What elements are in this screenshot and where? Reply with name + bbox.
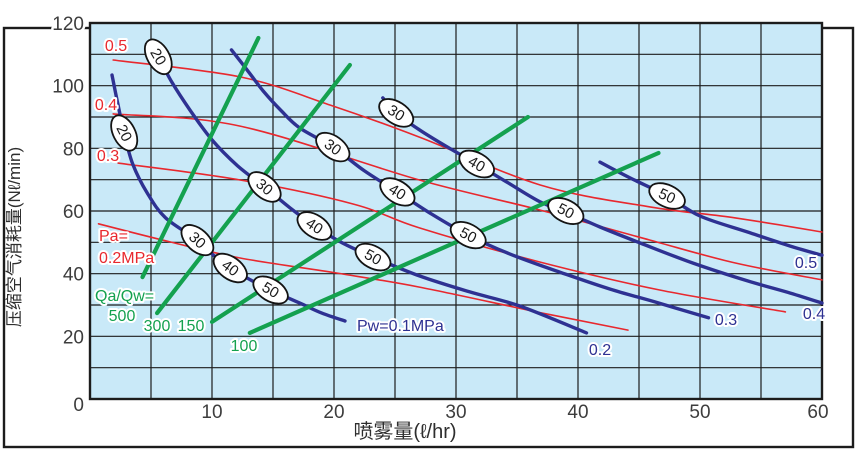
label-ratio-500: 500 [109,308,136,325]
nozzle-marker-40: 40 [458,149,495,179]
nozzle-marker-50: 50 [354,242,392,272]
nozzle-oval [180,224,215,257]
label-pw-0.4: 0.4 [803,306,825,323]
nozzle-size-label: 20 [112,122,135,145]
x-axis-title: 喷雾量(ℓ/hr) [353,420,456,443]
nozzle-size-label: 40 [218,257,241,281]
nozzle-marker-40: 40 [212,252,248,284]
grid [90,23,822,399]
nozzle-size-label: 40 [386,181,409,204]
nozzle-size-label: 50 [361,246,384,269]
label-pa-prefix: Pa= [99,228,128,245]
nozzle-size-label: 40 [303,215,326,238]
label-pw-0.5: 0.5 [795,255,817,272]
nozzle-marker-30: 30 [315,131,351,163]
x-tick-40: 40 [567,402,588,423]
label-pw-0.2: 0.2 [589,342,611,359]
label-pa-0.3: 0.3 [97,148,119,165]
nozzle-oval [247,171,282,203]
y-tick-0: 0 [73,395,84,416]
nozzle-marker-40: 40 [296,211,333,241]
nozzle-oval [648,182,686,210]
nozzle-size-label: 50 [457,224,480,247]
nozzle-marker-40: 40 [379,177,416,207]
label-ratio-100: 100 [231,338,258,355]
nozzle-oval [547,197,585,225]
nozzle-marker-30: 30 [180,224,215,257]
nozzle-marker-30: 30 [378,98,415,128]
nozzle-marker-30: 30 [247,171,282,203]
y-tick-40: 40 [63,265,84,286]
nozzle-marker-20: 20 [143,38,173,76]
y-axis-title: 压缩空气消耗量(Nℓ/min) [5,147,24,327]
y-tick-100: 100 [52,77,84,98]
curve-qa-qw-500 [140,35,261,280]
label-ratio-prefix: Qa/Qw= [95,288,154,305]
label-ratio-150: 150 [178,318,205,335]
curve-pa-0.4mpa [112,113,823,281]
label-pw-0.1: Pw=0.1MPa [357,318,444,335]
nozzle-oval [212,252,248,284]
x-tick-60: 60 [807,402,828,423]
nozzle-marker-50: 50 [648,182,686,210]
plot-border [88,21,824,401]
y-tick-60: 60 [63,202,84,223]
x-tick-30: 30 [445,402,466,423]
nozzle-oval [378,98,415,128]
label-pa-0.2: 0.2MPa [99,250,154,267]
nozzle-size-label: 50 [259,279,282,302]
nozzle-oval [143,38,173,76]
nozzle-oval [252,275,289,305]
nozzle-size-label: 50 [554,200,577,223]
y-tick-120: 120 [52,14,84,35]
nozzle-size-label: 40 [465,153,488,176]
nozzle-marker-50: 50 [547,197,585,225]
nozzle-oval [379,177,416,207]
label-pa-0.5: 0.5 [105,38,127,55]
x-tick-10: 10 [201,402,222,423]
nozzle-oval [458,149,495,179]
curve-pw-0.5mpa [598,160,824,257]
nozzle-oval [315,131,351,163]
label-pw-0.3: 0.3 [715,312,737,329]
nozzle-size-label: 20 [146,46,169,69]
nozzle-marker-50: 50 [449,221,487,250]
nozzle-marker-20: 20 [110,114,139,152]
nozzle-size-label: 30 [384,102,407,125]
label-ratio-300: 300 [144,318,171,335]
x-tick-20: 20 [323,402,344,423]
nozzle-oval [110,114,139,152]
y-tick-80: 80 [63,139,84,160]
x-tick-50: 50 [689,402,710,423]
y-tick-20: 20 [63,327,84,348]
nozzle-marker-50: 50 [252,275,289,305]
curve-qa-qw-100 [247,150,661,335]
label-pa-0.4: 0.4 [95,97,117,114]
nozzle-oval [449,221,487,250]
nozzle-size-label: 30 [321,136,344,160]
nozzle-size-label: 50 [656,185,678,207]
nozzle-oval [296,211,333,241]
nozzle-oval [354,242,392,272]
curve-pa-0.3mpa [117,162,787,313]
